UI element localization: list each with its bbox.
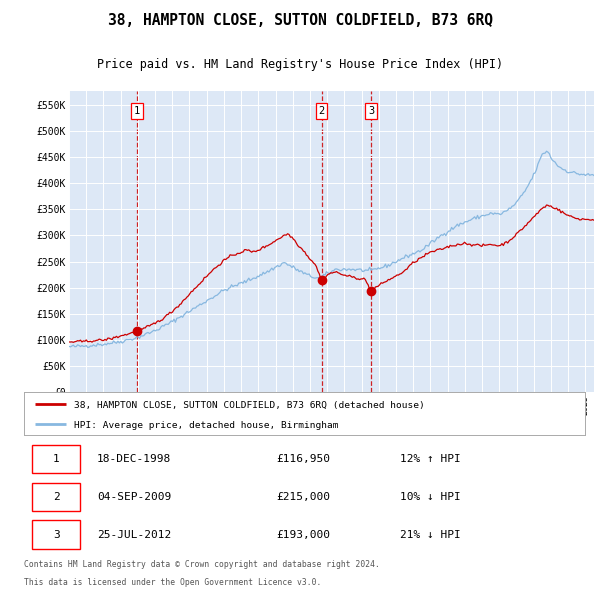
Text: 21% ↓ HPI: 21% ↓ HPI xyxy=(400,530,461,539)
Text: £215,000: £215,000 xyxy=(277,492,331,502)
Text: 38, HAMPTON CLOSE, SUTTON COLDFIELD, B73 6RQ (detached house): 38, HAMPTON CLOSE, SUTTON COLDFIELD, B73… xyxy=(74,401,425,409)
Text: 1: 1 xyxy=(134,106,140,116)
Text: 04-SEP-2009: 04-SEP-2009 xyxy=(97,492,171,502)
Text: Price paid vs. HM Land Registry's House Price Index (HPI): Price paid vs. HM Land Registry's House … xyxy=(97,57,503,71)
Text: 25-JUL-2012: 25-JUL-2012 xyxy=(97,530,171,539)
FancyBboxPatch shape xyxy=(32,520,80,549)
Text: £193,000: £193,000 xyxy=(277,530,331,539)
Text: 3: 3 xyxy=(53,530,59,539)
Text: 3: 3 xyxy=(368,106,374,116)
Text: 38, HAMPTON CLOSE, SUTTON COLDFIELD, B73 6RQ: 38, HAMPTON CLOSE, SUTTON COLDFIELD, B73… xyxy=(107,12,493,28)
Text: This data is licensed under the Open Government Licence v3.0.: This data is licensed under the Open Gov… xyxy=(24,578,322,587)
Text: 10% ↓ HPI: 10% ↓ HPI xyxy=(400,492,461,502)
Text: HPI: Average price, detached house, Birmingham: HPI: Average price, detached house, Birm… xyxy=(74,421,339,430)
Text: 12% ↑ HPI: 12% ↑ HPI xyxy=(400,454,461,464)
Text: £116,950: £116,950 xyxy=(277,454,331,464)
Text: 2: 2 xyxy=(53,492,59,502)
FancyBboxPatch shape xyxy=(32,483,80,511)
Text: 2: 2 xyxy=(319,106,325,116)
Text: 18-DEC-1998: 18-DEC-1998 xyxy=(97,454,171,464)
FancyBboxPatch shape xyxy=(32,445,80,473)
Text: 1: 1 xyxy=(53,454,59,464)
Text: Contains HM Land Registry data © Crown copyright and database right 2024.: Contains HM Land Registry data © Crown c… xyxy=(24,560,380,569)
